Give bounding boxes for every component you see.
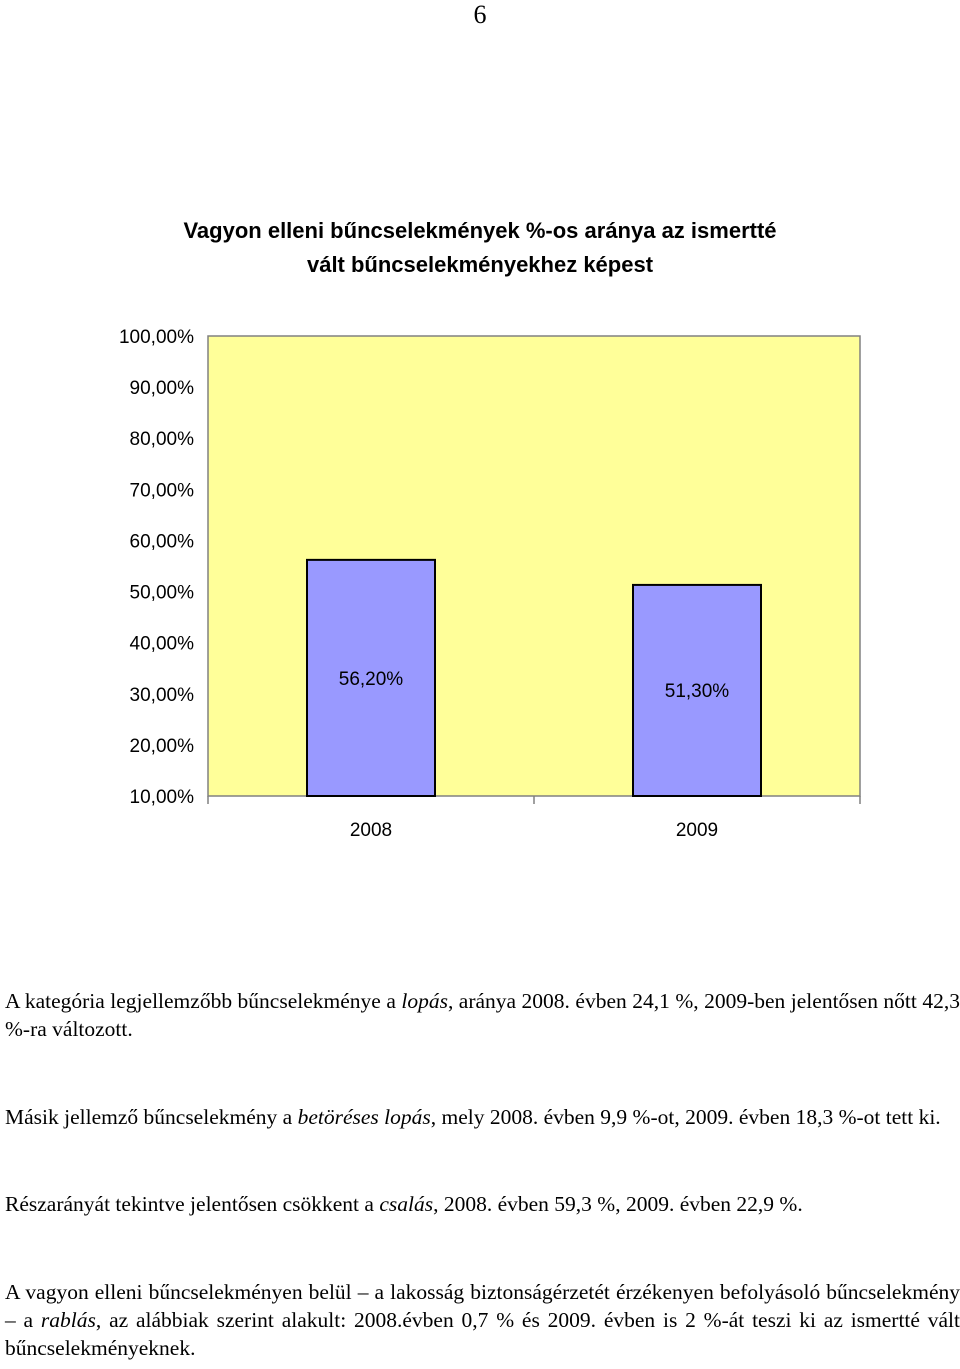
bar-2008	[306, 558, 436, 797]
paragraph-text: A kategória legjellemzőbb bűncselekménye…	[5, 989, 402, 1013]
y-tick-label: 90,00%	[130, 378, 195, 399]
data-label-2009: 51,30%	[665, 681, 730, 702]
paragraph-text: , az alábbiak szerint alakult: 2008.évbe…	[5, 1308, 960, 1360]
paragraph-text: Másik jellemző bűncselekmény a	[5, 1105, 298, 1129]
x-axis-tick-labels: 2008 2009	[350, 820, 718, 841]
y-tick-label: 70,00%	[130, 480, 195, 501]
paragraph-text: Részarányát tekintve jelentősen csökkent…	[5, 1192, 380, 1216]
plot-area	[207, 335, 861, 797]
bar-2009	[632, 583, 762, 797]
y-tick-label: 20,00%	[130, 736, 195, 757]
paragraph-text: , 2008. évben 59,3 %, 2009. évben 22,9 %…	[433, 1192, 803, 1216]
y-tick-label: 40,00%	[130, 634, 195, 655]
paragraph-text: A vagyon elleni bűncselekményen belül – …	[5, 1280, 960, 1332]
data-labels: 56,20% 51,30%	[339, 669, 730, 702]
y-tick-label: 10,00%	[130, 787, 195, 808]
y-tick-label: 80,00%	[130, 429, 195, 450]
paragraph-text: , aránya 2008. évben 24,1 %, 2009-ben je…	[5, 989, 960, 1041]
x-tick-label-2009: 2009	[676, 820, 718, 841]
emphasis-term: lopás	[401, 989, 448, 1013]
paragraph-rablas: A vagyon elleni bűncselekményen belül – …	[5, 1278, 960, 1362]
paragraph-text: , mely 2008. évben 9,9 %-ot, 2009. évben…	[430, 1105, 941, 1129]
y-tick-label: 100,00%	[119, 327, 194, 348]
paragraph-lopas: A kategória legjellemzőbb bűncselekménye…	[5, 987, 960, 1043]
y-tick-label: 60,00%	[130, 531, 195, 552]
paragraph-betoreses-lopas: Másik jellemző bűncselekmény a betöréses…	[5, 1103, 960, 1131]
chart-title-line-1: Vagyon elleni bűncselekmények %-os arány…	[183, 218, 777, 243]
chart-title: Vagyon elleni bűncselekmények %-os arány…	[120, 214, 840, 282]
emphasis-term: betöréses lopás	[297, 1105, 431, 1129]
data-label-2008: 56,20%	[339, 669, 404, 690]
paragraph-csalas: Részarányát tekintve jelentősen csökkent…	[5, 1190, 960, 1218]
emphasis-term: csalás	[379, 1192, 434, 1216]
y-tick-label: 30,00%	[130, 685, 195, 706]
bar-chart: 100,00% 90,00% 80,00% 70,00% 60,00% 50,00% 40,…	[119, 327, 861, 841]
bars	[306, 558, 762, 797]
y-tick-label: 50,00%	[130, 583, 195, 604]
x-tick-label-2008: 2008	[350, 820, 392, 841]
x-axis	[207, 796, 861, 804]
chart-title-line-2: vált bűncselekményekhez képest	[306, 252, 654, 277]
page-number: 6	[473, 0, 487, 29]
y-axis-tick-labels: 100,00% 90,00% 80,00% 70,00% 60,00% 50,00% 40,…	[119, 327, 194, 808]
emphasis-term: rablás	[40, 1308, 96, 1332]
